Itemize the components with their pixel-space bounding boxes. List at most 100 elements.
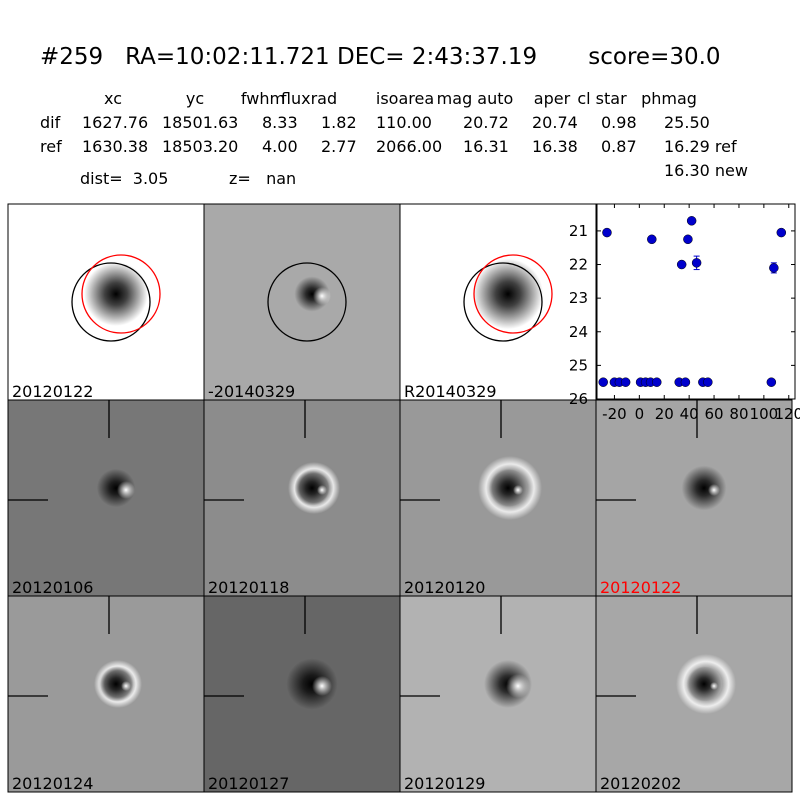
- point: [691, 258, 702, 268]
- table-cell: 18501.63: [162, 113, 238, 132]
- table-cell: 8.33: [262, 113, 298, 132]
- image-panel: 20120122: [7, 203, 205, 401]
- source: [488, 468, 528, 508]
- title: #259 RA=10:02:11.721 DEC= 2:43:37.19 sco…: [40, 44, 721, 70]
- table-cell: 16.38: [532, 137, 578, 156]
- x-tick-label: -20: [602, 405, 627, 423]
- ref-circle: [463, 262, 543, 342]
- column-header: fluxrad: [281, 89, 337, 108]
- residual: [312, 676, 332, 696]
- panel-label: 20120127: [208, 774, 289, 793]
- new-circle: [473, 254, 553, 334]
- column-header: isoarea: [376, 89, 434, 108]
- residual: [513, 485, 523, 495]
- row-label: ref: [40, 137, 62, 156]
- image-panel: 20120129: [399, 595, 597, 793]
- y-tick-label: 24: [569, 323, 588, 341]
- panel-label: R20140329: [404, 382, 497, 401]
- panel-label: 20120118: [208, 578, 289, 597]
- image-panel: 20120202: [595, 595, 793, 793]
- panel-label: 20120124: [12, 774, 93, 793]
- table-cell: 1627.76: [82, 113, 148, 132]
- residual: [710, 682, 718, 690]
- point: [703, 377, 713, 387]
- ref-circle: [267, 262, 347, 342]
- table-cell: 2066.00: [376, 137, 442, 156]
- table-cell: 16.30 new: [664, 161, 748, 180]
- point: [683, 234, 693, 245]
- x-tick-label: 20: [655, 405, 674, 423]
- column-header: phmag: [641, 89, 697, 108]
- y-tick-label: 25: [569, 356, 588, 374]
- residual: [121, 681, 131, 691]
- z-value: z= nan: [229, 169, 296, 188]
- point: [676, 259, 687, 270]
- table-cell: 20.74: [532, 113, 578, 132]
- image-panel: 20120127: [203, 595, 401, 793]
- table-cell: 1.82: [321, 113, 357, 132]
- source: [98, 666, 134, 702]
- source: [286, 658, 338, 710]
- x-tick-label: 120: [774, 405, 800, 423]
- table-cell: 1630.38: [82, 137, 148, 156]
- column-header: xc: [104, 89, 122, 108]
- column-header: aper: [534, 89, 571, 108]
- panel-label: 20120202: [600, 774, 681, 793]
- image-panel: -20140329: [203, 203, 401, 401]
- x-tick-label: 0: [635, 405, 645, 423]
- table-cell: 18503.20: [162, 137, 238, 156]
- point: [598, 377, 608, 387]
- table-cell: 20.72: [463, 113, 509, 132]
- table-cell: 2.77: [321, 137, 357, 156]
- point: [602, 227, 612, 238]
- image-panel: 20120122: [595, 399, 793, 597]
- column-header: mag auto: [437, 89, 514, 108]
- residual: [117, 481, 135, 499]
- plot-area: [596, 203, 796, 400]
- source: [472, 258, 544, 330]
- table-cell: 0.98: [601, 113, 637, 132]
- column-header: fwhm: [241, 89, 285, 108]
- point: [647, 234, 657, 245]
- y-tick-label: 26: [569, 390, 588, 408]
- row-label: dif: [40, 113, 61, 132]
- point: [766, 377, 777, 387]
- table-cell: 25.50: [664, 113, 710, 132]
- residual: [506, 674, 530, 698]
- source: [686, 666, 722, 702]
- image-panel: 20120118: [203, 399, 401, 597]
- panel-label: -20140329: [208, 382, 295, 401]
- ref-circle: [71, 262, 151, 342]
- point: [686, 216, 697, 226]
- point: [652, 377, 662, 387]
- image-panel: 20120124: [7, 595, 205, 793]
- column-header: cl star: [577, 89, 627, 108]
- residual: [708, 484, 720, 496]
- image-panel: R20140329: [399, 203, 597, 401]
- source: [294, 470, 330, 506]
- residual: [317, 485, 327, 495]
- x-tick-label: 100: [750, 405, 779, 423]
- table-cell: 0.87: [601, 137, 637, 156]
- panel-label: 20120120: [404, 578, 485, 597]
- table-cell: 110.00: [376, 113, 432, 132]
- x-tick-label: 60: [705, 405, 724, 423]
- source: [681, 465, 727, 511]
- x-tick-label: 80: [729, 405, 748, 423]
- point: [680, 377, 691, 387]
- table-cell: 16.29 ref: [664, 137, 737, 156]
- point: [620, 377, 631, 387]
- panel-label: 20120106: [12, 578, 93, 597]
- image-panel: 20120106: [7, 399, 205, 597]
- panel-label: 20120122: [12, 382, 93, 401]
- panels: 20120122 -20140329 R20140329 20120106 201201…: [7, 203, 793, 793]
- y-tick-label: 23: [569, 289, 588, 307]
- panel-label: 20120122: [600, 578, 681, 597]
- residual: [313, 287, 331, 305]
- table-cell: 16.31: [463, 137, 509, 156]
- y-tick-label: 22: [569, 256, 588, 274]
